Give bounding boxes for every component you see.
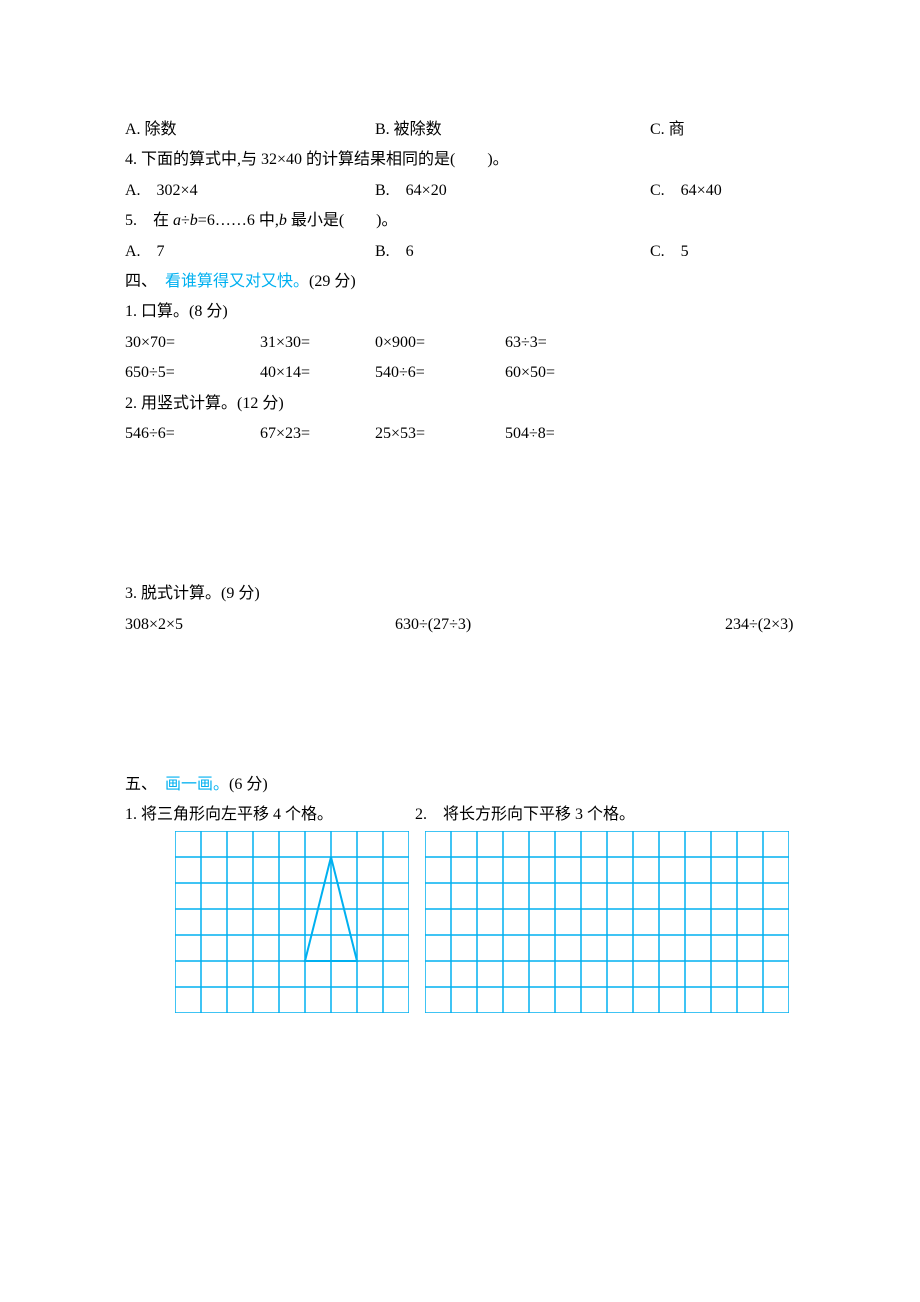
q5-mid2: =6……6 中, — [198, 212, 279, 229]
p4-3-c3: 234÷(2×3) — [725, 610, 795, 640]
q5-var-b: b — [190, 212, 198, 229]
p4-1-r2c2: 40×14= — [260, 358, 375, 388]
q5-mid1: ÷ — [181, 212, 190, 229]
q5-prefix: 5. 在 — [125, 212, 173, 229]
p4-2-title: 2. 用竖式计算。(12 分) — [125, 389, 795, 419]
p4-1-r2c3: 540÷6= — [375, 358, 505, 388]
p4-1-row1: 30×70= 31×30= 0×900= 63÷3= — [125, 328, 795, 358]
section5-num: 五、 — [125, 776, 165, 793]
p4-2-row: 546÷6= 67×23= 25×53= 504÷8= — [125, 419, 795, 449]
q3-option-b: B. 被除数 — [375, 115, 650, 145]
p4-1-r1c3: 0×900= — [375, 328, 505, 358]
q5-option-a: A. 7 — [125, 237, 375, 267]
section4-title: 四、 看谁算得又对又快。(29 分) — [125, 267, 795, 297]
q5-var-a: a — [173, 212, 181, 229]
section5-title: 五、 画一画。(6 分) — [125, 770, 795, 800]
q4-stem: 4. 下面的算式中,与 32×40 的计算结果相同的是( )。 — [125, 145, 795, 175]
p5-c2: 2. 将长方形向下平移 3 个格。 — [415, 800, 795, 830]
section5-points: (6 分) — [229, 776, 268, 793]
p5-c1: 1. 将三角形向左平移 4 个格。 — [125, 800, 415, 830]
q4-option-b: B. 64×20 — [375, 176, 650, 206]
q5-option-c: C. 5 — [650, 237, 795, 267]
q5-var-b2: b — [279, 212, 287, 229]
grid-triangle — [175, 831, 409, 1013]
p4-3-row: 308×2×5 630÷(27÷3) 234÷(2×3) — [125, 610, 795, 640]
grid-rectangle — [425, 831, 789, 1013]
p4-2-c3: 25×53= — [375, 419, 505, 449]
p4-1-title: 1. 口算。(8 分) — [125, 297, 795, 327]
section4-highlight: 看谁算得又对又快。 — [165, 273, 309, 290]
section4-num: 四、 — [125, 273, 165, 290]
p4-3-title: 3. 脱式计算。(9 分) — [125, 579, 795, 609]
section4-points: (29 分) — [309, 273, 356, 290]
section5-highlight: 画一画。 — [165, 776, 229, 793]
p4-2-c4: 504÷8= — [505, 419, 655, 449]
q3-option-c: C. 商 — [650, 115, 795, 145]
p4-2-c1: 546÷6= — [125, 419, 260, 449]
q3-option-a: A. 除数 — [125, 115, 375, 145]
p4-1-row2: 650÷5= 40×14= 540÷6= 60×50= — [125, 358, 795, 388]
q5-option-b: B. 6 — [375, 237, 650, 267]
p5-row: 1. 将三角形向左平移 4 个格。 2. 将长方形向下平移 3 个格。 — [125, 800, 795, 830]
p4-1-r2c1: 650÷5= — [125, 358, 260, 388]
spacer-2 — [125, 640, 795, 770]
q5-stem: 5. 在 a÷b=6……6 中,b 最小是( )。 — [125, 206, 795, 236]
q5-suffix: 最小是( )。 — [287, 212, 398, 229]
p4-1-r1c4: 63÷3= — [505, 328, 655, 358]
p4-1-r2c4: 60×50= — [505, 358, 655, 388]
q4-option-c: C. 64×40 — [650, 176, 795, 206]
p4-3-c1: 308×2×5 — [125, 610, 395, 640]
q4-options: A. 302×4 B. 64×20 C. 64×40 — [125, 176, 795, 206]
p4-2-c2: 67×23= — [260, 419, 375, 449]
grids-container — [125, 831, 795, 1013]
p4-3-c2: 630÷(27÷3) — [395, 610, 725, 640]
q4-option-a: A. 302×4 — [125, 176, 375, 206]
p4-1-r1c1: 30×70= — [125, 328, 260, 358]
q3-options: A. 除数 B. 被除数 C. 商 — [125, 115, 795, 145]
q5-options: A. 7 B. 6 C. 5 — [125, 237, 795, 267]
spacer-1 — [125, 449, 795, 579]
p4-1-r1c2: 31×30= — [260, 328, 375, 358]
